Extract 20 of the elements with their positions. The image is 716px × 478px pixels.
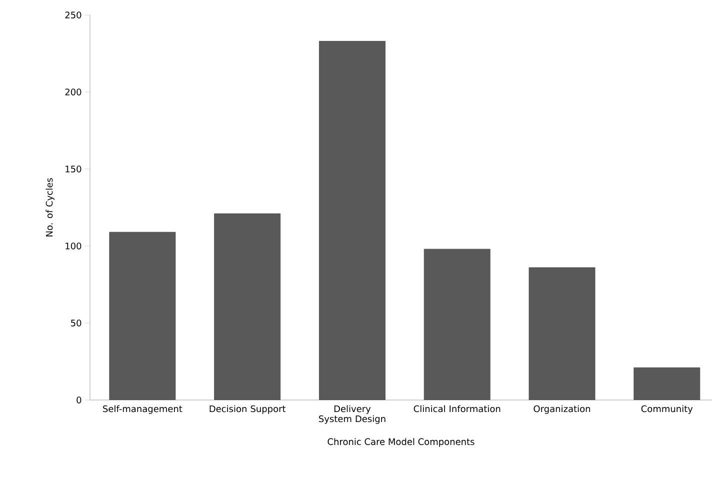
- x-axis-title: Chronic Care Model Components: [328, 438, 474, 447]
- x-tick-label: Clinical Information: [414, 405, 500, 412]
- bar: [528, 267, 596, 400]
- bar: [319, 40, 386, 400]
- x-tick-label: Delivery System Design: [319, 405, 386, 424]
- bar: [634, 367, 700, 400]
- y-tick-label: 150: [66, 166, 82, 172]
- y-tick-label: 250: [65, 12, 82, 18]
- bar: [214, 213, 281, 400]
- x-tick-label: Decision Support: [210, 405, 286, 414]
- x-tick-label: Organization: [534, 405, 590, 414]
- y-tick-label: 0: [76, 396, 82, 404]
- y-tick-label: 50: [71, 320, 82, 326]
- x-tick-label: Self-management: [103, 405, 182, 414]
- y-tick-label: 200: [65, 88, 82, 96]
- bar: [424, 248, 490, 400]
- y-axis-title: No. of Cycles: [46, 178, 54, 236]
- bar: [109, 232, 176, 400]
- y-tick-label: 100: [66, 242, 82, 250]
- x-tick-label: Community: [641, 405, 693, 414]
